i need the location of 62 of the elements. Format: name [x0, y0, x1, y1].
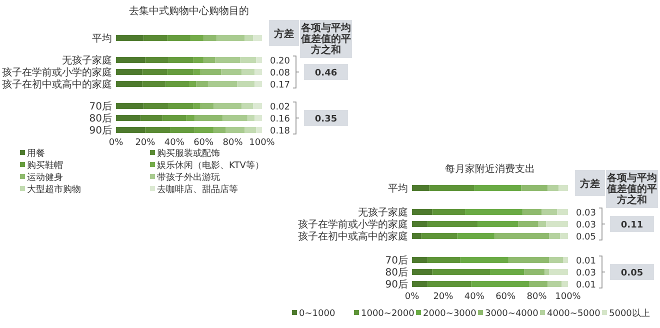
legend-label: 购买服装或配饰: [157, 148, 220, 159]
chart-title: 去集中式购物中心购物目的: [129, 5, 249, 17]
text: 0.46: [314, 68, 338, 78]
x-tick-label: 40%: [464, 292, 485, 302]
text: 0.08: [270, 68, 290, 78]
y-tick-label: 90后: [385, 278, 408, 290]
text: 0.03: [576, 220, 596, 230]
x-tick-label: 20%: [433, 292, 454, 302]
text: 0.17: [270, 80, 290, 90]
legend-label: 2000~3000: [423, 309, 477, 319]
legend-label: 带孩子外出游玩: [157, 172, 220, 183]
text: 0.16: [270, 114, 290, 124]
x-tick-label: 80%: [526, 292, 548, 302]
text: 0.20: [270, 56, 290, 66]
x-tick-label: 20%: [135, 138, 156, 148]
x-tick-label: 100%: [555, 292, 582, 302]
x-tick-label: 0%: [404, 292, 420, 302]
text: 0.35: [314, 114, 338, 124]
y-tick-label: 孩子在学前或小学的家庭: [2, 66, 112, 78]
x-tick-label: 80%: [222, 138, 244, 148]
y-tick-label: 平均: [92, 32, 112, 44]
x-tick-label: 0%: [108, 138, 124, 148]
y-tick-label: 平均: [388, 182, 408, 194]
chart-title: 每月家附近消费支出: [445, 163, 535, 175]
y-tick-label: 80后: [385, 266, 408, 278]
x-tick-label: 60%: [496, 292, 516, 302]
legend-label: 4000~5000: [547, 309, 601, 319]
legend-label: 1000~2000: [361, 309, 415, 319]
x-tick-label: 100%: [249, 138, 276, 148]
y-tick-label: 90后: [89, 124, 112, 136]
legend-label: 5000以上: [609, 308, 650, 319]
text: 0.03: [576, 268, 596, 278]
legend-label: 0~1000: [299, 309, 336, 319]
legend-label: 运动健身: [27, 172, 63, 183]
y-tick-label: 无孩子家庭: [62, 54, 112, 66]
text: 0.01: [576, 256, 596, 266]
text: 0.05: [620, 268, 644, 278]
y-tick-label: 孩子在初中或高中的家庭: [298, 230, 408, 242]
legend-label: 大型超市购物: [27, 184, 81, 195]
y-tick-label: 70后: [385, 254, 408, 266]
text: 方差: [273, 28, 294, 40]
y-tick-label: 孩子在学前或小学的家庭: [298, 218, 408, 230]
legend-label: 娱乐休闲（电影、KTV等）: [157, 160, 264, 171]
legend-label: 去咖啡店、甜品店等: [157, 184, 238, 195]
y-tick-label: 70后: [89, 100, 112, 112]
y-tick-label: 孩子在初中或高中的家庭: [2, 78, 112, 90]
y-tick-label: 无孩子家庭: [358, 206, 408, 218]
text: 各项与平均值差值的平方之和: [606, 172, 657, 206]
text: 0.11: [620, 220, 644, 230]
legend-label: 用餐: [27, 148, 45, 159]
text: 0.05: [576, 232, 596, 242]
x-tick-label: 40%: [164, 138, 185, 148]
text: 0.01: [576, 280, 596, 290]
legend-label: 3000~4000: [485, 309, 539, 319]
text: 0.03: [576, 208, 596, 218]
legend-label: 购买鞋帽: [27, 160, 63, 171]
text: 各项与平均值差值的平方之和: [300, 22, 351, 56]
text: 0.02: [270, 102, 290, 112]
text: 0.18: [270, 126, 290, 136]
text: 方差: [579, 178, 600, 190]
x-tick-label: 60%: [194, 138, 214, 148]
y-tick-label: 80后: [89, 112, 112, 124]
